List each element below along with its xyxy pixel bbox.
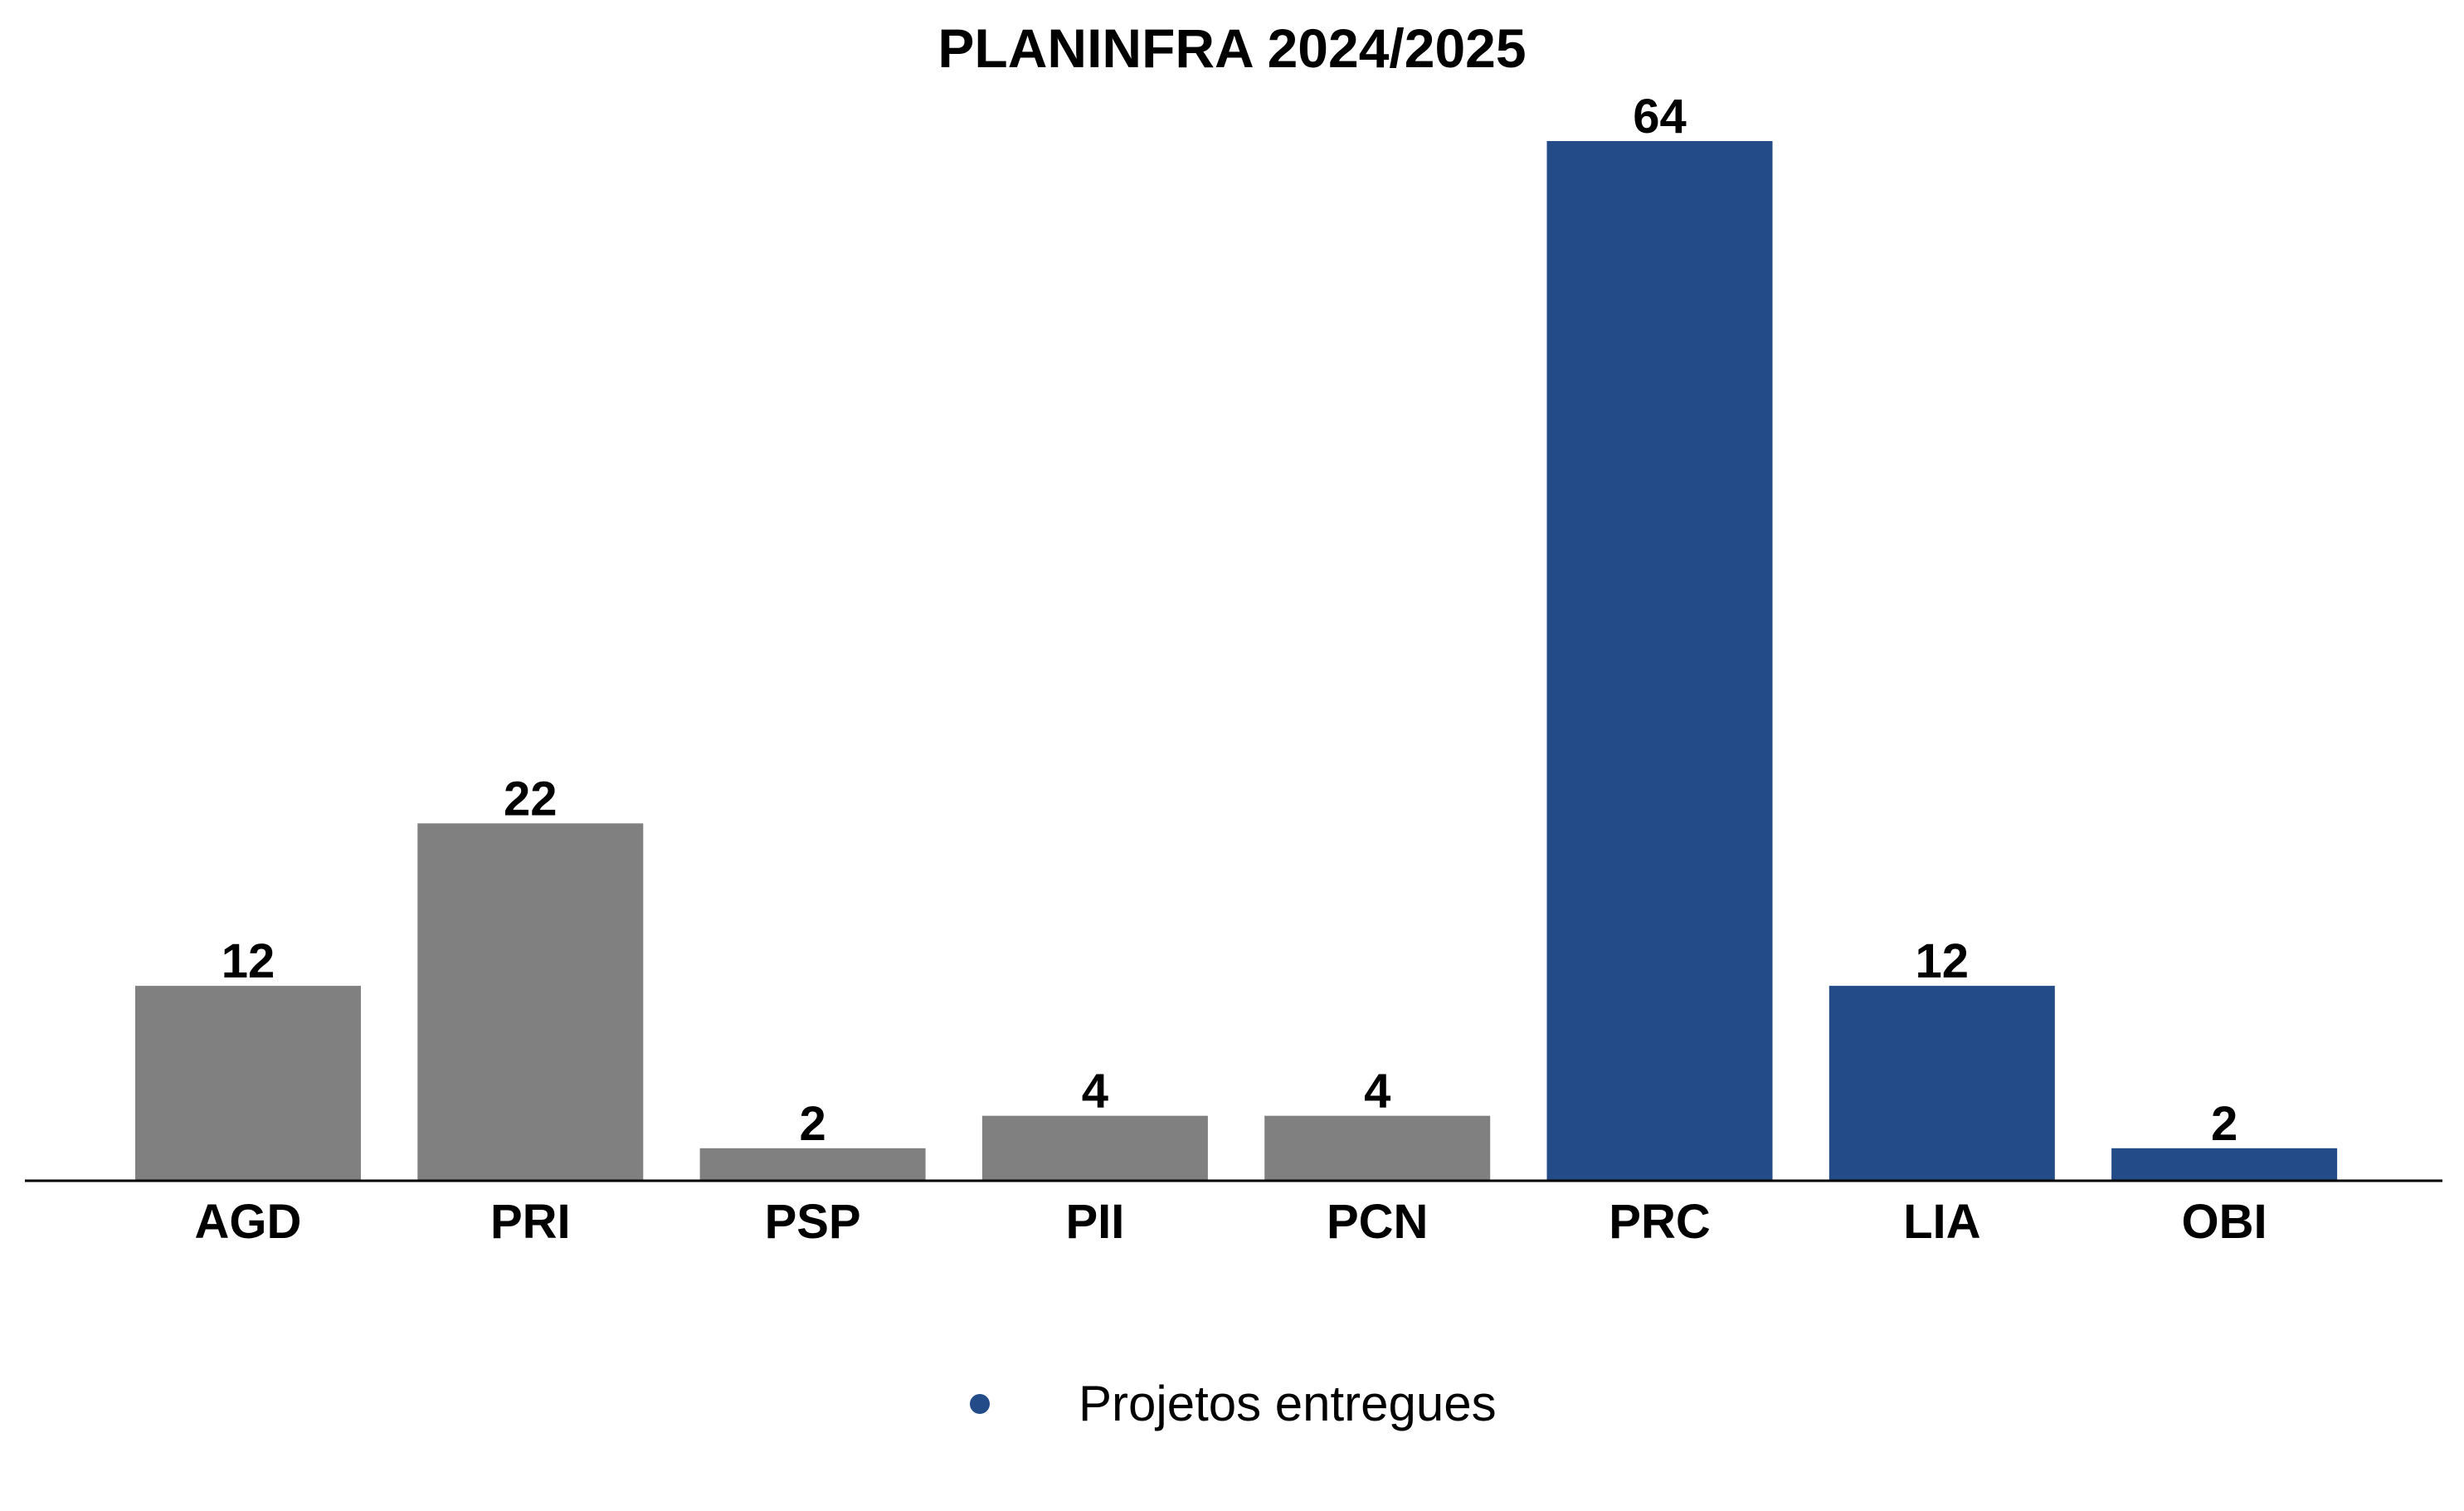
bar-lia <box>1829 986 2055 1181</box>
data-label-pri: 22 <box>504 772 558 826</box>
bar-prc <box>1546 141 1773 1181</box>
bar-psp <box>699 1148 926 1181</box>
x-tick-label-obi: OBI <box>2182 1195 2267 1249</box>
x-tick-label-pii: PII <box>1065 1195 1124 1249</box>
bar-agd <box>135 986 361 1181</box>
data-label-pii: 4 <box>1082 1065 1108 1119</box>
data-label-lia: 12 <box>1916 934 1970 988</box>
data-label-pcn: 4 <box>1364 1065 1390 1119</box>
bar-pri <box>417 823 644 1181</box>
x-tick-label-agd: AGD <box>195 1195 302 1249</box>
x-tick-label-pri: PRI <box>490 1195 571 1249</box>
x-tick-label-pcn: PCN <box>1327 1195 1428 1249</box>
data-label-agd: 12 <box>222 934 275 988</box>
bar-pcn <box>1264 1115 1491 1181</box>
x-tick-labels-group: AGD PRI PSP PII PCN PRC LIA OBI <box>195 1195 2267 1249</box>
chart-title: PLANINFRA 2024/2025 <box>937 17 1526 79</box>
bar-obi <box>2111 1148 2338 1181</box>
legend: Projetos entregues <box>970 1376 1497 1431</box>
data-label-psp: 2 <box>799 1097 825 1151</box>
legend-label: Projetos entregues <box>1079 1376 1497 1431</box>
x-tick-label-prc: PRC <box>1609 1195 1710 1249</box>
x-tick-label-psp: PSP <box>765 1195 861 1249</box>
data-label-obi: 2 <box>2211 1097 2238 1151</box>
x-tick-label-lia: LIA <box>1903 1195 1980 1249</box>
legend-marker-icon <box>970 1394 990 1414</box>
bar-pii <box>981 1115 1208 1181</box>
data-label-prc: 64 <box>1633 90 1687 144</box>
bars-group <box>135 141 2338 1181</box>
